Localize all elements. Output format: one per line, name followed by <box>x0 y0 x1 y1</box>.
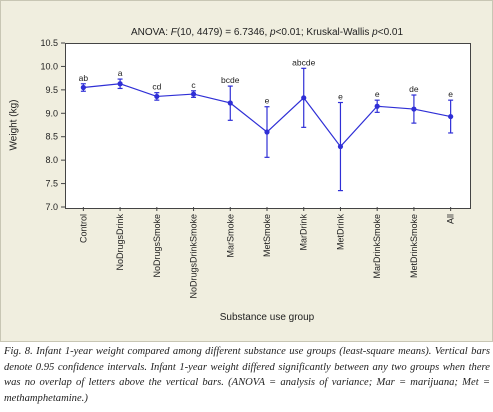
significance-letter: bcde <box>221 75 240 85</box>
significance-letter: ab <box>79 73 89 83</box>
y-tick-label: 8.0 <box>45 155 58 165</box>
chart-title: ANOVA: F(10, 4479) = 6.7346, p<0.01; Kru… <box>65 27 469 38</box>
title-part: ANOVA: <box>130 27 171 38</box>
significance-letter: a <box>118 68 123 78</box>
x-tick-label: NoDrugsDrink <box>115 214 125 271</box>
x-tick-label: NoDrugsSmoke <box>152 214 162 278</box>
title-part: (10, 4479) = 6.7346, <box>176 27 270 38</box>
x-tick-label: MarSmoke <box>225 214 235 258</box>
x-tick-label: MetSmoke <box>262 214 272 257</box>
data-point <box>301 95 307 101</box>
x-tick-label: Control <box>78 214 88 243</box>
y-tick-label: 10.0 <box>40 61 58 71</box>
data-point <box>448 113 454 120</box>
data-point <box>264 129 270 135</box>
title-part: <0.01 <box>377 27 404 38</box>
y-tick-label: 9.0 <box>45 108 58 118</box>
data-point <box>337 143 344 150</box>
significance-letter: c <box>191 80 196 90</box>
data-point <box>227 100 233 106</box>
x-tick-label: All <box>446 214 456 224</box>
x-axis-label: Substance use group <box>219 312 315 323</box>
data-point <box>80 84 86 91</box>
significance-letter: cd <box>152 82 161 92</box>
figure-caption: Fig. 8. Infant 1-year weight compared am… <box>4 346 490 404</box>
x-tick-label: NoDrugsDrinkSmoke <box>189 214 199 299</box>
y-tick-label: 7.5 <box>45 179 58 189</box>
significance-letter: de <box>409 84 419 94</box>
title-part: p <box>270 27 276 38</box>
significance-letter: e <box>265 96 270 106</box>
x-tick-label: MetDrink <box>335 214 345 251</box>
data-point <box>374 103 380 109</box>
data-point <box>117 81 123 87</box>
significance-letter: e <box>448 89 453 99</box>
chart: 7.0 7.5 8.0 8.5 9.0 9.5 10.0 10.5 Control NoDrugs… <box>40 38 456 299</box>
x-tick-label: MetDrinkSmoke <box>409 214 419 278</box>
data-point <box>154 93 160 100</box>
title-part: F <box>170 27 177 38</box>
plot-area <box>65 43 471 209</box>
x-tick-label: MarDrinkSmoke <box>372 214 382 279</box>
significance-letter: e <box>338 92 343 102</box>
y-tick-label: 8.5 <box>45 132 58 142</box>
title-part: p <box>372 27 378 38</box>
y-tick-label: 10.5 <box>40 38 58 48</box>
data-point <box>190 91 197 97</box>
significance-letter: e <box>375 89 380 99</box>
x-tick-label: MarDrink <box>299 214 309 251</box>
title-part: <0.01; Kruskal-Wallis <box>275 27 373 38</box>
y-tick-label: 9.5 <box>45 85 58 95</box>
significance-letter: abcde <box>292 57 315 67</box>
data-point <box>411 106 417 112</box>
y-tick-label: 7.0 <box>45 202 58 212</box>
